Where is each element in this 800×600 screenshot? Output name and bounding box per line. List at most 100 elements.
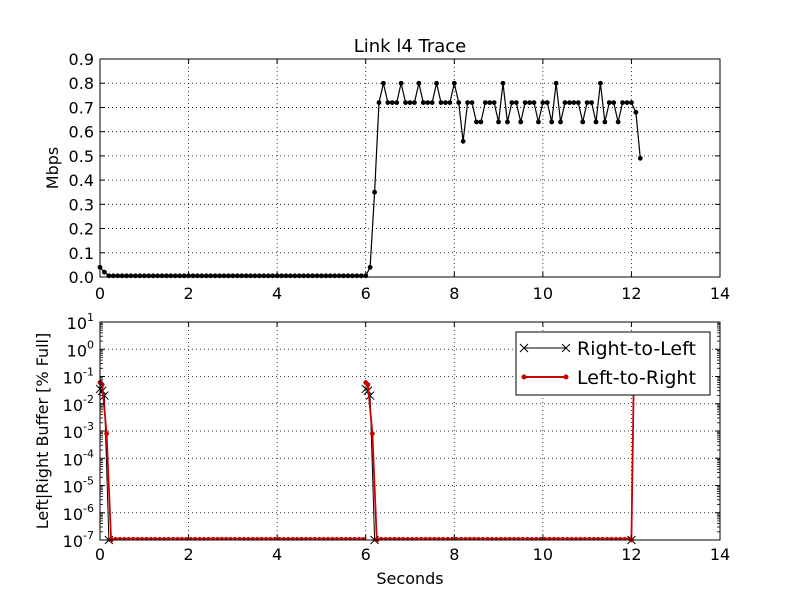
top-plot-frame [99, 58, 721, 278]
top-gridlines [100, 59, 720, 277]
top-y-tick-label: 0.5 [69, 147, 94, 166]
top-data-point [527, 100, 532, 105]
floor-point [286, 536, 290, 541]
bottom-x-tick-label: 4 [272, 545, 282, 564]
floor-point [525, 536, 529, 541]
top-data-point [412, 100, 417, 105]
floor-point [189, 536, 193, 541]
legend-item-right-to-left: Right-to-Left [519, 338, 696, 360]
top-data-point [434, 80, 439, 86]
legend: Right-to-Left Left-to-Right [515, 331, 711, 396]
top-y-tick-label: 0.3 [69, 195, 94, 214]
bottom-ticks: 0 2 4 6 8 10 12 14 10-7 10-6 10-5 10-4 10-3 10-2 10-1 1… [63, 311, 731, 564]
bottom-y-tick-label: 10-3 [63, 420, 94, 442]
top-data-point [505, 119, 510, 125]
floor-point [428, 536, 432, 541]
top-data-point [522, 100, 528, 105]
floor-point [388, 536, 392, 541]
top-data-point [465, 100, 470, 105]
top-data-point [385, 100, 391, 105]
top-data-point [451, 80, 457, 86]
floor-point [521, 536, 525, 541]
floor-point [547, 536, 552, 541]
floor-point [583, 536, 587, 541]
top-data-point [372, 189, 377, 195]
top-data-point [620, 100, 625, 105]
top-data-point [509, 100, 515, 105]
floor-point [534, 536, 538, 541]
floor-point [277, 536, 281, 541]
floor-point [251, 536, 255, 541]
top-x-tick-label: 14 [710, 284, 730, 303]
floor-point [140, 536, 144, 541]
bottom-y-tick-label: 10-5 [63, 475, 94, 497]
top-y-tick-label: 0.0 [69, 268, 94, 287]
floor-point [246, 536, 250, 541]
floor-point [503, 536, 507, 541]
top-data-point [376, 100, 382, 105]
top-y-tick-label: 0.1 [69, 244, 94, 263]
floor-point [441, 536, 445, 541]
floor-point [361, 536, 366, 541]
floor-point [291, 536, 295, 541]
top-data-point [513, 100, 519, 105]
floor-point [295, 536, 299, 541]
top-data-point [606, 100, 612, 105]
top-data-point [633, 109, 639, 115]
floor-point [468, 536, 472, 541]
floor-point [463, 536, 467, 541]
floor-point [233, 536, 237, 541]
top-data-point [389, 100, 395, 105]
top-data-point [403, 100, 408, 105]
floor-point [543, 536, 547, 541]
top-data-point [602, 119, 608, 125]
top-data-point [615, 119, 621, 125]
floor-point [574, 536, 578, 541]
floor-point [255, 536, 259, 541]
floor-point [459, 536, 463, 541]
floor-point [299, 536, 304, 541]
floor-point [198, 536, 202, 541]
floor-point [322, 536, 326, 541]
top-y-tick-label: 0.6 [69, 123, 94, 142]
floor-point [162, 536, 166, 541]
top-data-point [575, 100, 581, 105]
floor-point [335, 536, 339, 541]
left-to-right-point [369, 431, 375, 437]
top-x-tick-label: 6 [361, 284, 371, 303]
floor-point [379, 536, 383, 541]
left-to-right-line [630, 390, 635, 541]
floor-point [317, 536, 321, 541]
floor-point [171, 536, 175, 541]
right-to-left-point [365, 391, 375, 400]
top-data-point [562, 100, 568, 105]
floor-point [357, 536, 361, 541]
top-data-point [549, 119, 555, 125]
bottom-y-tick-label: 100 [67, 338, 94, 360]
bottom-y-tick-label: 101 [67, 311, 94, 333]
bottom-x-tick-label: 10 [533, 545, 553, 564]
legend-marker-right-to-left [519, 343, 571, 353]
floor-point [499, 536, 503, 541]
top-data-point [571, 100, 577, 105]
bottom-y-axis-label: Left|Right Buffer [% Full] [33, 333, 52, 530]
floor-point [450, 536, 454, 541]
floor-point [206, 536, 211, 541]
floor-point [609, 536, 614, 541]
floor-point [446, 536, 450, 541]
floor-point [260, 536, 264, 541]
top-data-point [367, 264, 373, 270]
floor-point [623, 536, 627, 541]
top-data-point [593, 119, 599, 125]
top-data-point [443, 100, 448, 105]
left-to-right-point [104, 431, 110, 437]
floor-point [184, 536, 188, 541]
top-ticks: 0 2 4 6 8 10 12 14 0.0 0.1 0.2 0.3 0.4 0.5 0.6 0.7 0.8 0.… [69, 50, 731, 303]
bottom-x-tick-label: 14 [710, 545, 730, 564]
floor-point [397, 536, 401, 541]
floor-point [282, 536, 286, 541]
floor-point [392, 536, 397, 541]
floor-point [202, 536, 206, 541]
top-data-point [407, 100, 413, 105]
